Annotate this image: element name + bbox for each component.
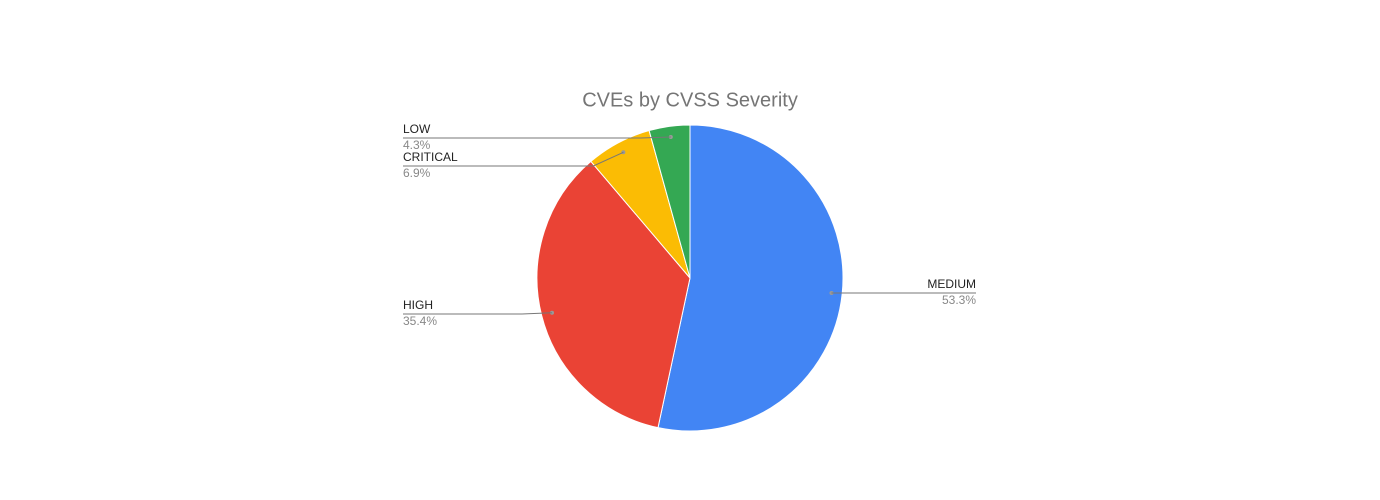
leader-line xyxy=(403,151,624,167)
slice-value-label: 35.4% xyxy=(403,314,437,328)
pie-slice xyxy=(536,160,691,429)
slice-label: HIGH xyxy=(403,298,433,312)
leader-line xyxy=(403,136,671,139)
leader-line xyxy=(403,312,553,315)
slice-value-label: 4.3% xyxy=(403,138,431,152)
chart-title: CVEs by CVSS Severity xyxy=(582,89,798,111)
slice-value-label: 6.9% xyxy=(403,166,431,180)
slice-label: MEDIUM xyxy=(927,277,976,291)
pie-slice xyxy=(657,124,844,432)
slice-label: CRITICAL xyxy=(403,150,458,164)
slice-label: LOW xyxy=(403,122,431,136)
pie-slice xyxy=(648,124,691,279)
slice-value-label: 53.3% xyxy=(942,293,976,307)
